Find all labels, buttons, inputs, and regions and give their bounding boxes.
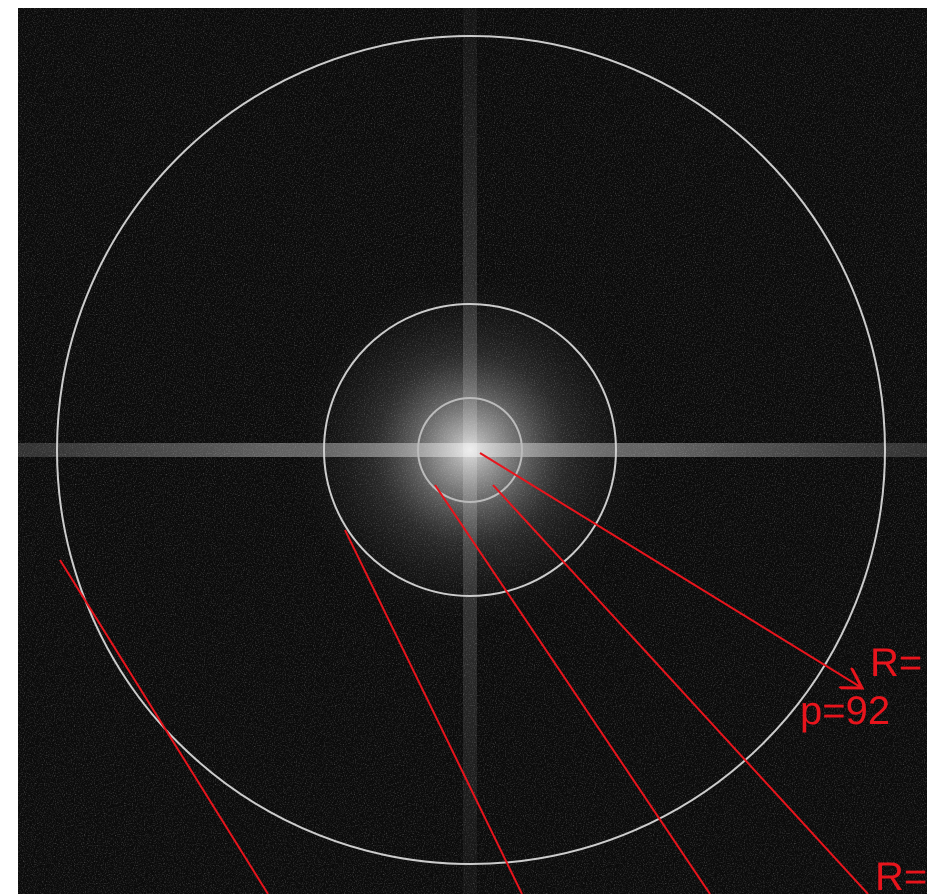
annotation-label: p=92 bbox=[800, 689, 890, 733]
center-glow bbox=[280, 260, 660, 640]
spectrum-figure: R= p=92 R= bbox=[0, 0, 927, 894]
page: R= p=92 R= (() => { const data = JSON.pa… bbox=[0, 0, 927, 894]
annotation-label: R= bbox=[870, 641, 922, 685]
annotation-label: R= bbox=[875, 855, 927, 894]
